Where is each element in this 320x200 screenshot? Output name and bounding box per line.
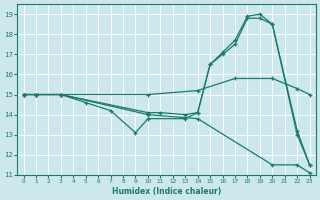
X-axis label: Humidex (Indice chaleur): Humidex (Indice chaleur) <box>112 187 221 196</box>
